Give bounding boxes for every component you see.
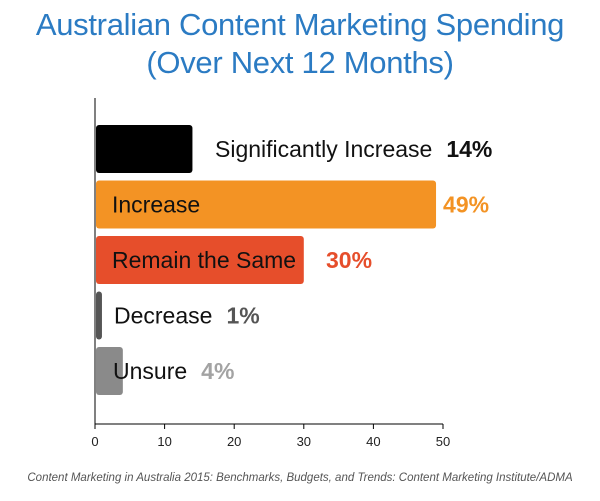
category-label: Significantly Increase bbox=[215, 136, 432, 162]
value-label: 1% bbox=[226, 303, 259, 329]
category-label: Increase bbox=[112, 192, 200, 218]
bar bbox=[96, 236, 304, 284]
category-label: Unsure bbox=[113, 358, 187, 384]
x-tick-label: 0 bbox=[91, 434, 98, 449]
value-label: 30% bbox=[326, 247, 372, 273]
bar bbox=[96, 180, 437, 229]
title-line-2: (Over Next 12 Months) bbox=[146, 45, 454, 80]
value-label: 49% bbox=[443, 192, 489, 218]
value-label: 4% bbox=[201, 358, 234, 384]
bar bbox=[96, 291, 102, 340]
x-tick-label: 40 bbox=[366, 434, 380, 449]
labels-layer: Significantly Increase 14% Increase 49% Rema… bbox=[112, 136, 492, 384]
chart-title: Australian Content Marketing Spending (O… bbox=[0, 6, 600, 82]
category-label: Remain the Same bbox=[112, 247, 296, 273]
source-note: Content Marketing in Australia 2015: Ben… bbox=[27, 472, 573, 484]
bars-layer bbox=[96, 125, 437, 395]
bar bbox=[96, 347, 123, 395]
bar bbox=[96, 125, 193, 173]
title-line-1: Australian Content Marketing Spending bbox=[35, 7, 565, 42]
x-tick-label: 30 bbox=[297, 434, 311, 449]
x-axis: 0 10 20 30 40 50 bbox=[91, 98, 450, 449]
category-label: Decrease bbox=[114, 303, 212, 329]
x-tick-label: 10 bbox=[157, 434, 171, 449]
x-tick-label: 50 bbox=[436, 434, 450, 449]
x-tick-label: 20 bbox=[227, 434, 241, 449]
value-label: 14% bbox=[446, 136, 492, 162]
